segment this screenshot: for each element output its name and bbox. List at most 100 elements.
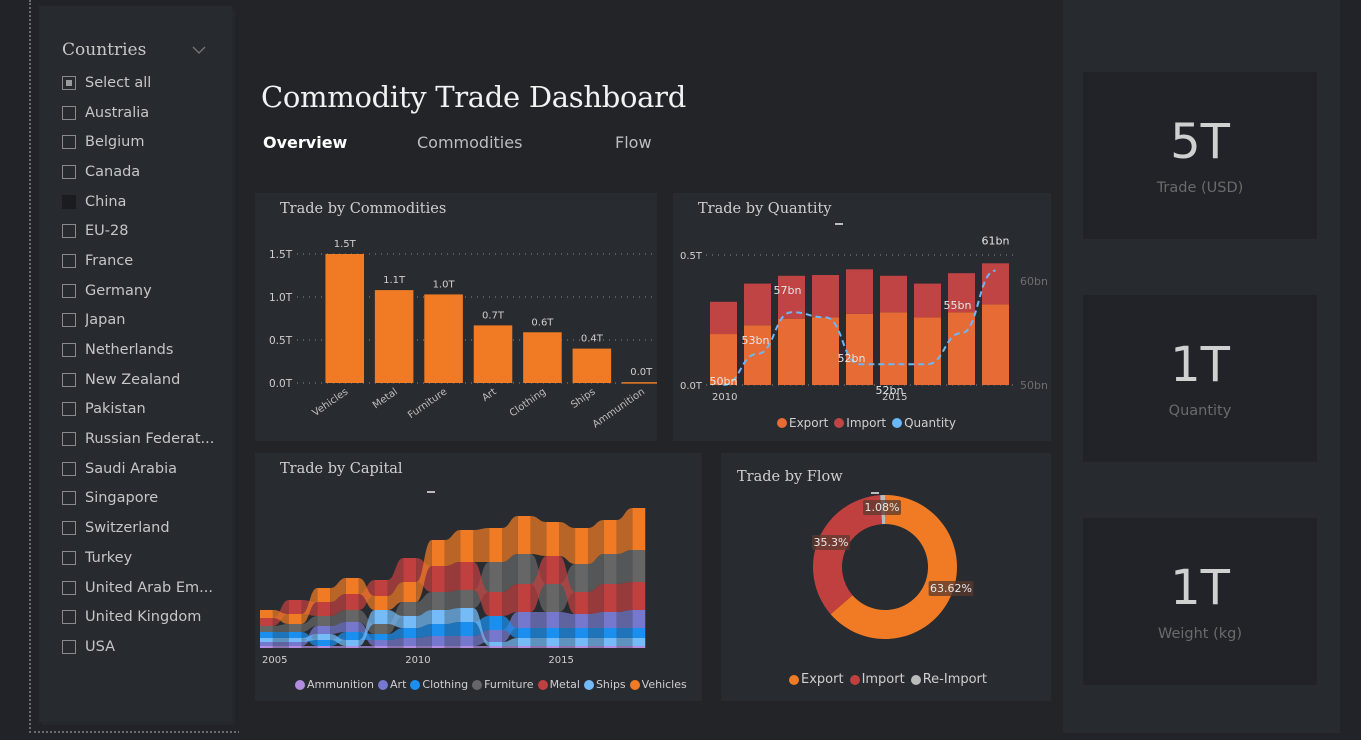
slicer-item[interactable]: Australia [62, 98, 222, 128]
legend-dot [295, 679, 305, 690]
drag-handle[interactable] [835, 223, 843, 225]
slicer-item[interactable]: United Kingdom [62, 602, 222, 632]
chart-title: Trade by Capital [280, 461, 403, 477]
slicer-item[interactable]: Canada [62, 157, 222, 187]
checkbox[interactable] [62, 194, 76, 209]
slicer-item[interactable]: Switzerland [62, 513, 222, 543]
trade-by-capital-panel[interactable]: Trade by Capital 2005 2010 2015 Ammunition… [255, 453, 702, 701]
legend-item[interactable]: Export [777, 416, 828, 430]
trade-by-quantity-panel[interactable]: Trade by Quantity 0.0T 0.5T 50bn 60bn 50bn 53… [673, 193, 1051, 441]
legend-item[interactable]: Import [849, 672, 905, 687]
line-data-label: 53bn [742, 334, 770, 347]
slicer-item[interactable]: Belgium [62, 127, 222, 157]
drag-handle[interactable] [427, 491, 435, 493]
legend-item[interactable]: Vehicles [629, 678, 687, 691]
kpi-card-trade[interactable]: 5T Trade (USD) [1083, 72, 1317, 239]
trade-by-commodities-panel[interactable]: Trade by Commodities 0.0T 0.5T 1.0T 1.5T 1.5… [255, 193, 657, 441]
checkbox[interactable] [62, 75, 76, 90]
slicer-item[interactable]: Germany [62, 276, 222, 306]
legend-label: Import [861, 672, 905, 687]
checkbox[interactable] [62, 580, 76, 595]
ribbon-metal [559, 556, 576, 614]
slicer-item[interactable]: New Zealand [62, 365, 222, 395]
column-ammunition [489, 646, 503, 648]
ribbon-metal [387, 558, 404, 596]
bar [622, 382, 657, 384]
drag-handle[interactable] [871, 492, 879, 494]
column-vehicles [345, 578, 359, 594]
legend-item[interactable]: Clothing [410, 678, 468, 691]
legend-item[interactable]: Art [378, 678, 406, 691]
checkbox[interactable] [62, 402, 76, 417]
checkbox[interactable] [62, 491, 76, 506]
checkbox[interactable] [62, 550, 76, 565]
slicer-item-label: Switzerland [85, 520, 170, 537]
slicer-title: Countries [62, 40, 147, 60]
column-clothing [603, 628, 617, 638]
legend-dot [472, 679, 483, 690]
legend-item[interactable]: Export [789, 672, 844, 687]
bar [523, 332, 562, 383]
checkbox[interactable] [62, 372, 76, 387]
column-art [575, 614, 588, 628]
checkbox[interactable] [62, 521, 76, 536]
column-furniture [489, 562, 503, 592]
ribbon-vehicles [330, 578, 346, 602]
tab-flow[interactable]: Flow [615, 133, 652, 152]
slicer-item[interactable]: Pakistan [62, 395, 222, 425]
column-vehicles [317, 588, 331, 602]
slicer-item[interactable]: Netherlands [62, 335, 222, 365]
slicer-item[interactable]: Saudi Arabia [62, 454, 222, 484]
checkbox[interactable] [62, 164, 76, 179]
slicer-item[interactable]: United Arab Em... [62, 573, 222, 603]
legend-item[interactable]: Quantity [892, 416, 956, 430]
legend-item[interactable]: Furniture [472, 678, 534, 691]
slicer-item[interactable]: Japan [62, 306, 222, 336]
tab-commodities[interactable]: Commodities [417, 133, 523, 152]
legend-item[interactable]: Re-Import [910, 672, 987, 687]
checkbox[interactable] [62, 224, 76, 239]
checkbox[interactable] [62, 343, 76, 358]
checkbox[interactable] [62, 461, 76, 476]
column-metal [517, 584, 531, 612]
legend-item[interactable]: Ammunition [295, 678, 374, 691]
trade-by-flow-panel[interactable]: Trade by Flow 63.62% 35.3% 1.08% Export Imp… [721, 453, 1051, 701]
column-clothing [517, 628, 531, 638]
tab-overview[interactable]: Overview [263, 133, 348, 152]
ribbon-vehicles [559, 522, 576, 564]
donut-slice-import [813, 495, 883, 615]
column-vehicles [460, 530, 474, 562]
checkbox[interactable] [62, 105, 76, 120]
slicer-item[interactable]: France [62, 246, 222, 276]
legend-item[interactable]: Metal [537, 678, 580, 691]
bar-import [914, 283, 941, 318]
kpi-card-weight[interactable]: 1T Weight (kg) [1083, 518, 1317, 685]
slicer-item[interactable]: EU-28 [62, 216, 222, 246]
checkbox[interactable] [62, 432, 76, 447]
line-data-label: 57bn [774, 284, 802, 297]
slicer-item[interactable]: China [62, 187, 222, 217]
legend-label: Quantity [904, 416, 956, 430]
column-art [431, 636, 445, 646]
slicer-item[interactable]: Turkey [62, 543, 222, 573]
ribbon-ships [416, 610, 432, 628]
checkbox[interactable] [62, 313, 76, 328]
slicer-item[interactable]: Russian Federat... [62, 424, 222, 454]
chevron-down-icon[interactable] [191, 44, 207, 56]
slicer-item[interactable]: Select all [62, 68, 222, 98]
checkbox[interactable] [62, 610, 76, 625]
checkbox[interactable] [62, 283, 76, 298]
slicer-item[interactable]: USA [62, 632, 222, 662]
bar-export [778, 318, 805, 385]
slicer-item[interactable]: Singapore [62, 484, 222, 514]
column-art [403, 638, 417, 646]
bar-import [812, 275, 839, 318]
checkbox[interactable] [62, 253, 76, 268]
kpi-card-quantity[interactable]: 1T Quantity [1083, 295, 1317, 462]
legend-item[interactable]: Import [834, 416, 886, 430]
checkbox[interactable] [62, 639, 76, 654]
bar-import [948, 273, 975, 313]
ribbon-ships [444, 608, 461, 624]
legend-item[interactable]: Ships [583, 678, 626, 691]
checkbox[interactable] [62, 135, 76, 150]
